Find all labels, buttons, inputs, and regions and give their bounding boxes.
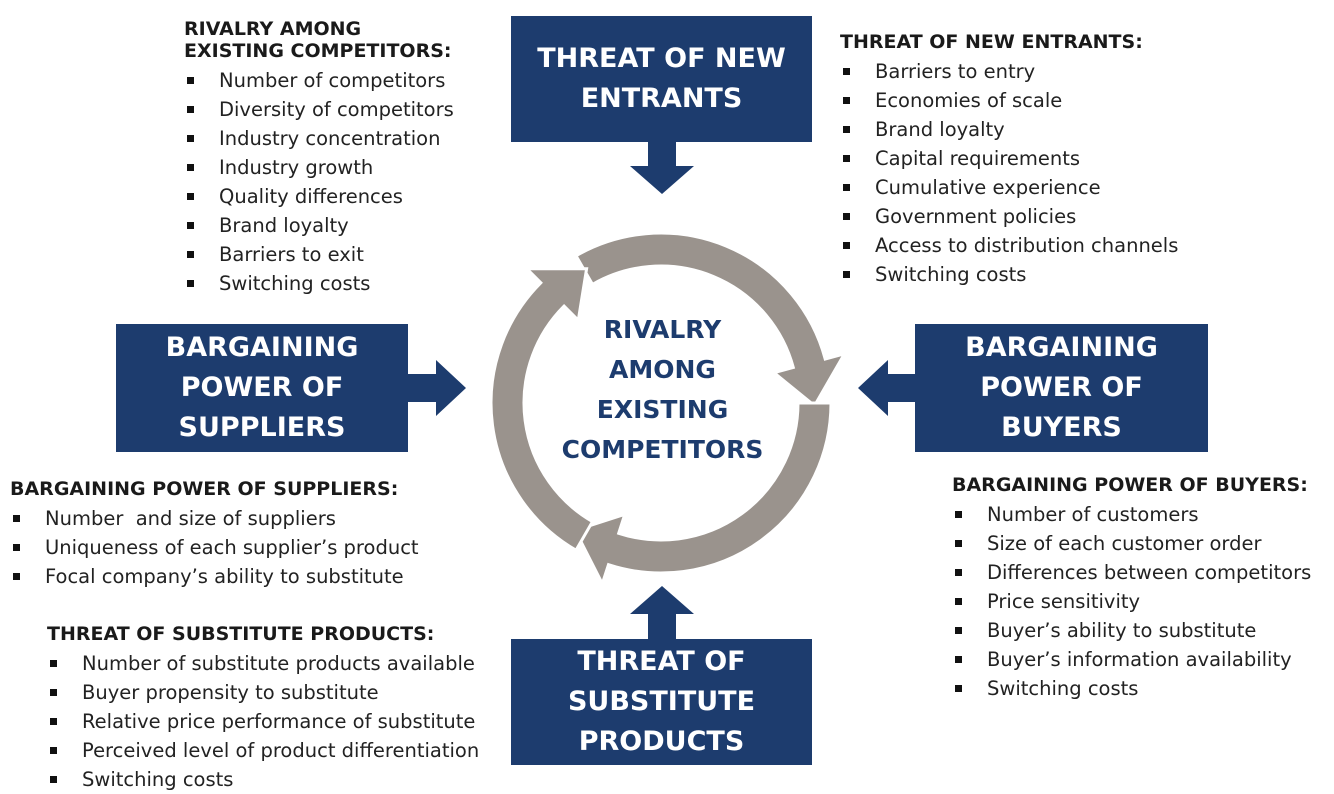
section-title: RIVALRY AMONG EXISTING COMPETITORS: bbox=[184, 18, 454, 62]
list-item: Industry growth bbox=[184, 153, 454, 182]
box-bargaining-power-of-buyers: BARGAINING POWER OF BUYERS bbox=[915, 324, 1208, 452]
box-threat-of-new-entrants: THREAT OF NEW ENTRANTS bbox=[511, 16, 812, 142]
list-item: Differences between competitors bbox=[952, 558, 1311, 587]
section-new-entrants-factors: THREAT OF NEW ENTRANTS: Barriers to entr… bbox=[840, 31, 1178, 289]
section-title: BARGAINING POWER OF SUPPLIERS: bbox=[10, 478, 399, 500]
list-item: Focal company’s ability to substitute bbox=[10, 562, 419, 591]
section-buyers-factors: BARGAINING POWER OF BUYERS: Number of cu… bbox=[952, 474, 1311, 703]
box-line: THREAT OF NEW bbox=[537, 43, 786, 74]
box-line: BARGAINING bbox=[965, 332, 1158, 363]
section-suppliers-factors: BARGAINING POWER OF SUPPLIERS: Number an… bbox=[10, 478, 419, 591]
list-item: Number of customers bbox=[952, 500, 1311, 529]
box-threat-of-substitute-products: THREAT OF SUBSTITUTE PRODUCTS bbox=[511, 639, 812, 765]
factor-list: Number of customers Size of each custome… bbox=[952, 500, 1311, 703]
list-item: Government policies bbox=[840, 202, 1178, 231]
box-line: ENTRANTS bbox=[580, 83, 743, 114]
list-item: Switching costs bbox=[840, 260, 1178, 289]
center-label-rivalry: RIVALRY AMONG EXISTING COMPETITORS bbox=[540, 310, 785, 470]
section-substitutes-factors: THREAT OF SUBSTITUTE PRODUCTS: Number of… bbox=[47, 623, 479, 794]
section-rivalry-factors: RIVALRY AMONG EXISTING COMPETITORS: Numb… bbox=[184, 18, 454, 298]
list-item: Diversity of competitors bbox=[184, 95, 454, 124]
arrow-down-from-new-entrants bbox=[630, 142, 694, 194]
center-line: COMPETITORS bbox=[561, 435, 764, 464]
list-item: Barriers to entry bbox=[840, 57, 1178, 86]
list-item: Size of each customer order bbox=[952, 529, 1311, 558]
cycle-arrow-top bbox=[573, 231, 848, 408]
arrow-right-from-suppliers bbox=[408, 360, 466, 416]
section-title: THREAT OF SUBSTITUTE PRODUCTS: bbox=[47, 623, 435, 645]
arrow-up-from-substitutes bbox=[630, 586, 694, 639]
section-title-line: RIVALRY AMONG bbox=[184, 18, 362, 40]
list-item: Switching costs bbox=[184, 269, 454, 298]
list-item: Price sensitivity bbox=[952, 587, 1311, 616]
list-item: Number of substitute products available bbox=[47, 649, 479, 678]
factor-list: Number of substitute products available … bbox=[47, 649, 479, 794]
box-bargaining-power-of-suppliers: BARGAINING POWER OF SUPPLIERS bbox=[116, 324, 408, 452]
section-title: BARGAINING POWER OF BUYERS: bbox=[952, 474, 1308, 496]
factor-list: Number and size of suppliers Uniqueness … bbox=[10, 504, 419, 591]
box-line: SUBSTITUTE bbox=[567, 686, 756, 717]
box-line: SUPPLIERS bbox=[178, 412, 346, 443]
box-line: PRODUCTS bbox=[578, 726, 745, 757]
list-item: Number and size of suppliers bbox=[10, 504, 419, 533]
cycle-arrows bbox=[489, 231, 848, 588]
center-line: RIVALRY bbox=[603, 315, 722, 344]
list-item: Quality differences bbox=[184, 182, 454, 211]
list-item: Access to distribution channels bbox=[840, 231, 1178, 260]
list-item: Barriers to exit bbox=[184, 240, 454, 269]
box-line: THREAT OF bbox=[577, 646, 746, 677]
list-item: Switching costs bbox=[47, 765, 479, 794]
center-line: AMONG bbox=[609, 355, 716, 384]
cycle-arrow-left bbox=[489, 267, 595, 553]
list-item: Economies of scale bbox=[840, 86, 1178, 115]
center-line: EXISTING bbox=[596, 395, 729, 424]
list-item: Buyer’s ability to substitute bbox=[952, 616, 1311, 645]
factor-list: Barriers to entry Economies of scale Bra… bbox=[840, 57, 1178, 289]
box-line: POWER OF bbox=[980, 372, 1143, 403]
factor-list: Number of competitors Diversity of compe… bbox=[184, 66, 454, 298]
list-item: Brand loyalty bbox=[840, 115, 1178, 144]
cycle-arrow-bottom bbox=[573, 401, 833, 588]
list-item: Uniqueness of each supplier’s product bbox=[10, 533, 419, 562]
list-item: Relative price performance of substitute bbox=[47, 707, 479, 736]
box-line: BUYERS bbox=[1001, 412, 1122, 443]
list-item: Switching costs bbox=[952, 674, 1311, 703]
list-item: Industry concentration bbox=[184, 124, 454, 153]
list-item: Number of competitors bbox=[184, 66, 454, 95]
list-item: Cumulative experience bbox=[840, 173, 1178, 202]
list-item: Brand loyalty bbox=[184, 211, 454, 240]
section-title-line: EXISTING COMPETITORS: bbox=[184, 40, 452, 62]
section-title: THREAT OF NEW ENTRANTS: bbox=[840, 31, 1143, 53]
list-item: Capital requirements bbox=[840, 144, 1178, 173]
arrow-left-from-buyers bbox=[858, 360, 915, 416]
box-line: BARGAINING bbox=[165, 332, 359, 363]
list-item: Perceived level of product differentiati… bbox=[47, 736, 479, 765]
list-item: Buyer propensity to substitute bbox=[47, 678, 479, 707]
list-item: Buyer’s information availability bbox=[952, 645, 1311, 674]
box-line: POWER OF bbox=[180, 372, 344, 403]
